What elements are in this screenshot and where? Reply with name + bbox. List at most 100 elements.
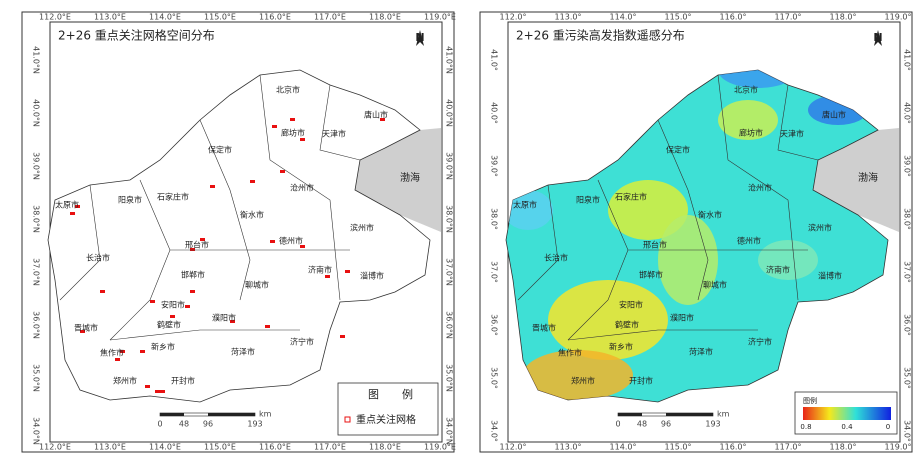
x-tick-label: 112.0°E [39,13,71,22]
boundary [567,329,758,341]
y-tick-label: 41.0°N [32,46,41,74]
scale-label: 193 [705,420,720,429]
city-label: 滨州市 [350,223,374,233]
city-label: 济南市 [308,265,332,275]
city-label: 滨州市 [808,223,832,233]
x-tick-label: 116.0°E [259,443,291,452]
city-label: 沧州市 [290,183,314,193]
x-tick-label: 115.0° [665,13,692,22]
x-tick-label: 117.0°E [314,443,346,452]
sea [813,128,899,232]
scale-label: 48 [179,420,189,429]
key-grid-cluster [70,212,75,215]
y-tick-label: 37.0° [490,261,499,283]
city-label: 郑州市 [113,376,137,386]
x-tick-label: 118.0° [830,13,857,22]
y-tick-label: 39.0° [490,155,499,177]
y-tick-label: 41.0° [903,49,912,71]
x-tick-label: 119.0° [885,13,912,22]
scale-bar [666,413,713,416]
boundary [59,184,101,301]
north-arrow-mark [416,30,424,46]
city-label: 济宁市 [748,337,772,347]
key-grid-cluster [210,185,215,188]
city-label: 淄博市 [818,271,842,281]
index-patch [523,350,633,400]
city-label: 菏泽市 [689,347,713,357]
x-tick-label: 114.0°E [149,443,181,452]
city-label: 长治市 [544,253,568,263]
sea [355,128,441,232]
city-label: 廊坊市 [281,128,305,138]
left-panel: 2+26 重点关注网格空间分布N112.0°E112.0°E113.0°E113… [21,11,456,453]
city-label: 邯郸市 [639,270,663,280]
x-tick-label: 119.0° [885,443,912,452]
x-tick-label: 113.0°E [94,13,126,22]
city-label: 焦作市 [558,348,582,358]
y-tick-label: 35.0° [490,367,499,389]
y-tick-label: 39.0°N [32,152,41,180]
key-grid-cluster [300,138,305,141]
city-label: 保定市 [208,145,232,155]
city-label: 阳泉市 [576,195,600,205]
key-grid-cluster [325,275,330,278]
key-grid-cluster [185,305,190,308]
y-tick-label: 35.0°N [445,364,454,392]
x-tick-label: 115.0° [665,443,692,452]
y-tick-label: 40.0°N [32,99,41,127]
scale-label: 48 [637,420,647,429]
city-label: 晋城市 [74,323,98,333]
key-grid-cluster [272,125,277,128]
index-patch [608,180,688,240]
y-tick-label: 39.0°N [445,152,454,180]
key-grid-cluster [120,350,125,353]
city-label: 沧州市 [748,183,772,193]
y-tick-label: 38.0° [903,208,912,230]
key-grid-cluster [200,238,205,241]
city-label: 晋城市 [532,323,556,333]
city-label: 北京市 [734,85,758,95]
y-tick-label: 40.0° [903,102,912,124]
key-grid-cluster [160,390,165,393]
city-label: 濮阳市 [212,313,236,323]
scale-unit: km [717,410,730,419]
key-grid-cluster [230,320,235,323]
north-arrow-mark [874,30,882,46]
sea-label: 渤海 [858,171,878,184]
city-label: 保定市 [666,145,690,155]
boundary [517,184,559,301]
x-tick-label: 119.0°E [424,443,456,452]
city-label: 邯郸市 [181,270,205,280]
boundary [319,84,361,161]
city-label: 天津市 [780,129,804,139]
key-grid-cluster [145,385,150,388]
legend-label: 0 [886,423,890,431]
x-tick-label: 118.0° [830,443,857,452]
index-patch [718,100,778,140]
boundary [199,119,251,301]
x-tick-label: 115.0°E [204,13,236,22]
city-label: 廊坊市 [739,128,763,138]
city-label: 石家庄市 [615,192,647,202]
map-title: 2+26 重点关注网格空间分布 [58,28,215,43]
boundary [657,119,709,301]
map-title: 2+26 重污染高发指数遥感分布 [516,28,685,43]
key-grid-cluster [155,390,160,393]
city-label: 济宁市 [290,337,314,347]
city-label: 濮阳市 [670,313,694,323]
x-tick-label: 118.0°E [369,13,401,22]
city-label: 聊城市 [245,280,269,290]
scale-label: 96 [203,420,213,429]
y-tick-label: 34.0°N [445,417,454,445]
legend-box [337,382,439,436]
x-tick-label: 112.0° [500,13,527,22]
x-tick-label: 116.0° [720,13,747,22]
y-tick-label: 34.0° [903,420,912,442]
key-grid-cluster [345,270,350,273]
legend-label: 0.8 [800,423,811,431]
key-grid-cluster [170,315,175,318]
key-grid-cluster [270,240,275,243]
city-label: 济南市 [766,265,790,275]
scale-label: 0 [615,420,620,429]
